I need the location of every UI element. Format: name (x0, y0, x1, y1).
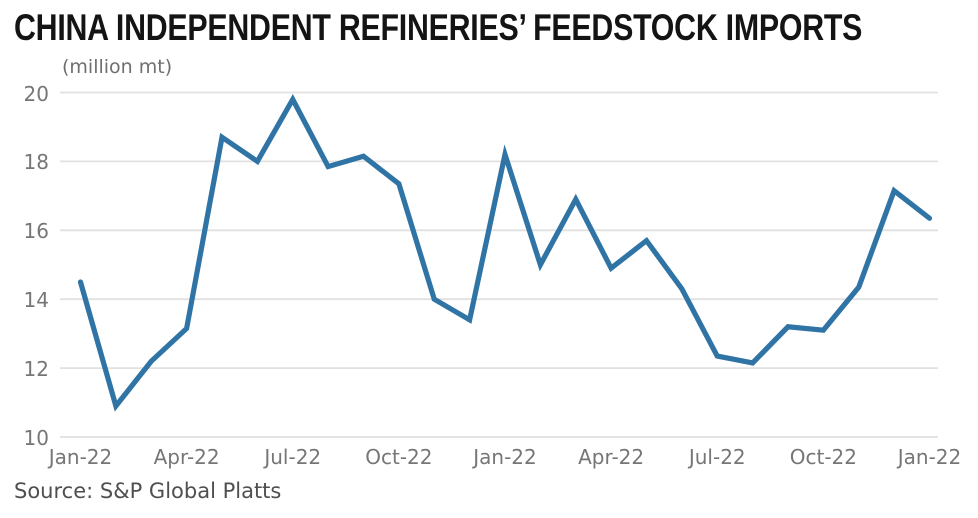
y-axis-tick-label: 18 (23, 150, 49, 175)
x-axis-tick-label: Oct-22 (789, 445, 857, 469)
y-axis-tick-label: 20 (23, 81, 49, 106)
x-axis-tick-label: Jul-22 (688, 445, 746, 469)
source-caption: Source: S&P Global Platts (14, 479, 282, 503)
y-axis-tick-label: 14 (23, 288, 49, 313)
y-axis-tick-label: 10 (23, 426, 49, 450)
chart-title: CHINA INDEPENDENT REFINERIES’ FEEDSTOCK … (14, 7, 863, 48)
x-axis-tick-label: Jan-22 (897, 445, 962, 469)
x-axis-tick-label: Jul-22 (264, 445, 322, 469)
y-axis-unit-label: (million mt) (62, 56, 173, 78)
x-axis-tick-label: Jan-22 (48, 445, 113, 469)
y-axis-tick-label: 12 (23, 357, 49, 382)
x-axis-tick-label: Oct-22 (365, 445, 433, 469)
data-line-feedstock-imports (77, 93, 933, 412)
x-axis-tick-label: Apr-22 (153, 445, 220, 469)
x-axis-tick-label: Jan-22 (473, 445, 537, 469)
y-axis-tick-label: 16 (23, 219, 49, 244)
x-axis-tick-label: Apr-22 (578, 445, 645, 469)
